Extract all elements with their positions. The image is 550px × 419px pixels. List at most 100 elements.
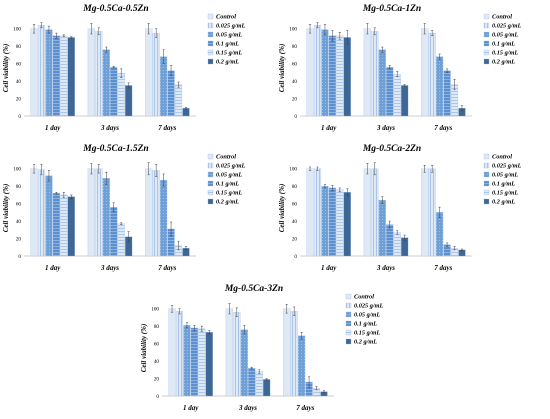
- bar: [95, 31, 103, 117]
- error-bar: [55, 32, 58, 39]
- bar: [328, 35, 336, 117]
- error-bar: [170, 304, 174, 313]
- bar: [30, 28, 38, 117]
- chart-title: Mg-0.5Ca-1Zn: [362, 4, 421, 14]
- legend-label: 0.05 g/mL: [492, 32, 518, 39]
- error-bar: [323, 184, 327, 189]
- error-bar: [331, 30, 334, 42]
- error-bar: [308, 24, 312, 34]
- legend-label: 0.2 g/mL: [354, 339, 377, 346]
- legend-item: 0.05 g/mL: [483, 171, 518, 179]
- error-bar: [366, 163, 369, 175]
- chart-panel: Mg-0.5Ca-0.5Zn Cell viability (%) 0 20 40 60 8…: [0, 0, 266, 138]
- chart-title: Mg-0.5Ca-0.5Zn: [82, 4, 148, 14]
- legend-label: 0.1 g/mL: [216, 181, 239, 188]
- y-tick-label: 20: [292, 96, 298, 102]
- error-bar: [127, 82, 130, 89]
- y-tick-label: 0: [18, 254, 21, 260]
- legend-item: Control: [207, 14, 236, 21]
- chart-svg: Mg-0.5Ca-3Zn Cell viability (%) 0 20 40 60 80 1…: [140, 284, 384, 412]
- category-label: 7 days: [158, 124, 176, 132]
- y-tick-label: 100: [289, 27, 297, 33]
- bar: [336, 189, 344, 257]
- y-tick-label: 40: [154, 359, 160, 365]
- y-axis-label: Cell viability (%): [2, 184, 10, 233]
- error-bar: [120, 222, 123, 225]
- y-tick-label: 20: [16, 236, 22, 242]
- error-bar: [438, 53, 441, 60]
- legend-label: 0.1 g/mL: [492, 41, 515, 48]
- error-bar: [90, 23, 93, 35]
- bar: [240, 329, 248, 397]
- error-bar: [32, 24, 36, 34]
- bar: [371, 168, 379, 257]
- bar: [306, 168, 314, 257]
- error-bar: [70, 194, 73, 199]
- error-bar: [184, 246, 188, 251]
- bar: [60, 35, 68, 117]
- bar: [401, 85, 409, 117]
- legend-swatch: [345, 320, 352, 327]
- bar: [30, 168, 38, 257]
- y-tick-label: 100: [13, 27, 21, 33]
- error-bar: [97, 27, 100, 36]
- error-bar: [338, 31, 341, 40]
- error-bar: [105, 46, 108, 53]
- y-tick-label: 40: [16, 79, 22, 85]
- error-bar: [300, 332, 303, 340]
- bar: [87, 28, 95, 117]
- y-axis-label: Cell viability (%): [140, 324, 148, 373]
- error-bar: [162, 49, 165, 64]
- legend-label: 0.05 g/mL: [216, 32, 242, 39]
- legend-item: 0.15 g/mL: [483, 49, 518, 57]
- y-tick-label: 100: [13, 167, 21, 173]
- category-label: 7 days: [296, 404, 314, 412]
- legend-swatch: [483, 162, 490, 169]
- legend-item: 0.025 g/mL: [483, 162, 522, 170]
- error-bar: [460, 105, 464, 112]
- bar: [233, 312, 241, 397]
- error-bar: [178, 308, 181, 315]
- bar: [321, 29, 329, 117]
- legend-swatch: [207, 153, 214, 160]
- legend-label: Control: [216, 14, 236, 21]
- bar: [443, 70, 451, 117]
- error-bar: [155, 28, 158, 38]
- bar: [60, 194, 68, 257]
- bar: [160, 56, 168, 117]
- bar: [378, 200, 386, 257]
- y-tick-label: 0: [294, 254, 297, 260]
- chart-svg: Mg-0.5Ca-2Zn Cell viability (%) 0 20 40 60 80 1…: [278, 144, 522, 272]
- y-tick-label: 60: [292, 61, 298, 67]
- y-tick-label: 60: [292, 201, 298, 207]
- error-bar: [40, 22, 43, 29]
- error-bar: [460, 248, 464, 252]
- chart-title: Mg-0.5Ca-2Zn: [362, 144, 421, 154]
- legend-swatch: [483, 40, 490, 47]
- y-tick-label: 80: [292, 184, 298, 190]
- legend-item: Control: [207, 153, 236, 161]
- legend-swatch: [483, 171, 490, 178]
- bar: [145, 168, 153, 257]
- bar: [321, 186, 329, 257]
- legend-swatch: [207, 40, 214, 47]
- category-label: 3 days: [238, 404, 257, 412]
- bar: [145, 28, 153, 117]
- legend-label: 0.05 g/mL: [216, 172, 242, 179]
- error-bar: [366, 23, 369, 35]
- legend-swatch: [483, 31, 490, 38]
- legend-label: 0.1 g/mL: [492, 181, 515, 188]
- y-axis-label: Cell viability (%): [278, 184, 286, 233]
- legend-item: 0.1 g/mL: [345, 320, 377, 328]
- error-bar: [346, 188, 349, 197]
- error-bar: [322, 390, 326, 393]
- legend-item: 0.025 g/mL: [207, 163, 246, 170]
- legend-swatch: [483, 49, 490, 56]
- legend-swatch: [483, 13, 490, 20]
- chart-title: Mg-0.5Ca-1.5Zn: [82, 144, 148, 154]
- error-bar: [293, 306, 296, 316]
- bar: [393, 73, 401, 117]
- legend-label: 0.025 g/mL: [492, 163, 522, 170]
- bar: [110, 207, 118, 257]
- bar: [428, 32, 436, 117]
